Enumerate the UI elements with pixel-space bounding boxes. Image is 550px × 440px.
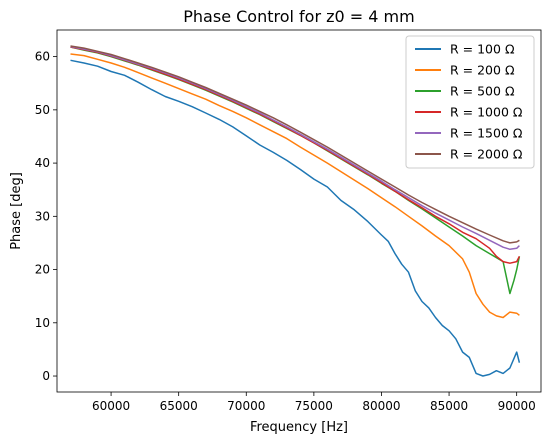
x-tick-label: 90000	[498, 399, 536, 413]
y-tick-label: 30	[35, 209, 50, 223]
chart-title: Phase Control for z0 = 4 mm	[183, 7, 414, 26]
legend: R = 100 Ω R = 200 Ω R = 500 Ω R = 1000 Ω R =…	[405, 35, 535, 169]
x-axis-label: Frequency [Hz]	[250, 420, 348, 435]
legend-entry: R = 1500 Ω	[450, 126, 523, 141]
y-tick-label: 10	[35, 316, 50, 330]
legend-entry: R = 200 Ω	[450, 63, 515, 78]
x-tick-label: 70000	[227, 399, 265, 413]
x-tick-label: 65000	[160, 399, 198, 413]
axes-frame	[56, 29, 542, 393]
legend-entry: R = 1000 Ω	[450, 105, 523, 120]
legend-entry: R = 100 Ω	[450, 42, 515, 57]
legend-entry: R = 2000 Ω	[450, 147, 523, 162]
x-tick-label: 85000	[430, 399, 468, 413]
x-tick-label: 60000	[92, 399, 130, 413]
x-tick-label: 80000	[362, 399, 400, 413]
series-line-5	[70, 45, 520, 244]
series-line-4	[70, 45, 520, 251]
legend-entry: R = 500 Ω	[450, 84, 515, 99]
series-line-0	[70, 59, 521, 377]
y-tick-label: 0	[42, 369, 50, 383]
x-tick-label: 75000	[295, 399, 333, 413]
y-tick-label: 20	[35, 263, 50, 277]
y-tick-label: 50	[35, 103, 50, 117]
series-line-3	[70, 46, 521, 264]
y-axis-label: Phase [deg]	[9, 172, 24, 250]
y-tick-label: 60	[35, 50, 50, 64]
y-tick-label: 40	[35, 156, 50, 170]
series-line-1	[70, 53, 520, 319]
plot-area: 60000 65000 70000 75000 80000 85000 90000 0 10 20…	[35, 29, 542, 413]
